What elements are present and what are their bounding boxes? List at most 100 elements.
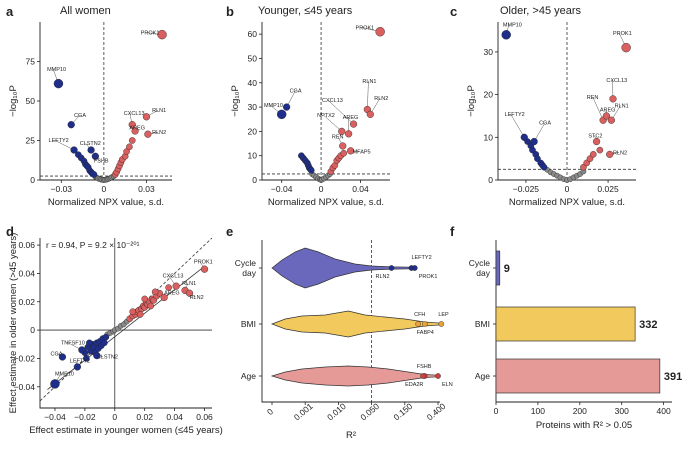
point-mfap5 (347, 147, 355, 155)
x-tick-label: 0.04 (166, 412, 183, 422)
violin-point-label: CFH (414, 312, 425, 318)
violin-point-label: FSHB (417, 364, 432, 370)
point-red (136, 311, 144, 318)
x-tick-label: 0.001 (292, 401, 315, 423)
panel-title: Older, >45 years (500, 5, 582, 17)
panel-a: a All women −0.03 0 0.03 0 25 50 75 Normalized NP… (6, 4, 172, 208)
bar-age (495, 358, 661, 394)
point-blue (540, 163, 548, 171)
x-tick-label: 0.06 (196, 412, 213, 422)
y-tick-label: Age (475, 371, 490, 381)
y-tick-label: Cycle (469, 258, 491, 268)
x-tick-label: 0.050 (358, 401, 381, 423)
y-tick-label: −0.04 (13, 382, 35, 392)
point-label: RLN2 (613, 150, 627, 156)
point-rln2 (606, 150, 614, 158)
x-axis-label: Proteins with R² > 0.05 (536, 420, 632, 431)
y-tick-label: 10 (484, 132, 494, 142)
y-tick-label: day (476, 268, 490, 278)
point-areg (602, 112, 611, 120)
y-tick-label: 10 (248, 151, 258, 161)
axis-frame (39, 238, 212, 409)
x-tick-label: 0.04 (352, 184, 369, 194)
x-tick-label: 0 (319, 184, 324, 194)
x-axis-label: Normalized NPX value, s.d. (509, 197, 625, 208)
axis-frame (39, 22, 172, 181)
y-tick-label: 20 (248, 126, 258, 136)
point-clstn2 (87, 146, 95, 154)
point-lefty2 (520, 133, 528, 141)
y-tick-label: −0.02 (13, 353, 35, 363)
x-axis-label: Normalized NPX value, s.d. (48, 197, 164, 208)
panel-letter: a (6, 4, 14, 19)
point-label: CXCL13 (163, 274, 184, 280)
y-tick-label: 50 (248, 53, 258, 63)
y-tick-label: 75 (26, 57, 36, 67)
point-cxcl13 (609, 95, 617, 103)
x-axis-label: Effect estimate in younger women (≤45 ye… (29, 425, 223, 436)
point-label: MMP10 (47, 67, 66, 73)
y-tick-label: 0.06 (18, 240, 35, 250)
point-blue (83, 355, 90, 362)
x-tick-label: −0.03 (51, 184, 73, 194)
point-label: MMP10 (264, 103, 283, 109)
label-leader (592, 96, 604, 121)
point-label: PROK1 (141, 31, 160, 37)
violin-point (421, 321, 428, 327)
point-red (129, 308, 137, 315)
label-leader (533, 122, 546, 142)
x-tick-label: 200 (573, 406, 587, 416)
y-tick-label: 0 (252, 175, 257, 185)
point-label: RLN2 (374, 96, 388, 102)
panel-letter: e (226, 224, 233, 239)
panel-f: f 0 100 200 300 400 Proteins with R² > 0.05 9 Cy… (450, 224, 682, 431)
identity-line (39, 237, 213, 402)
panel-b: b Younger, ≤45 years −0.04 0 0.04 0 10 20 30 40 50… (226, 4, 390, 208)
point-mmp10 (276, 109, 287, 120)
point-nptx2 (338, 127, 346, 135)
point-cga (283, 103, 291, 111)
point-label: AREG (129, 125, 145, 131)
point-red (596, 146, 604, 154)
x-tick-label: −0.04 (44, 412, 66, 422)
point-label: AREG (164, 291, 180, 297)
violin-point (388, 265, 395, 271)
point-blue (101, 339, 108, 347)
point-lefty2 (70, 146, 78, 154)
y-tick-label: 0.02 (18, 297, 35, 307)
point-label: CGA (50, 352, 62, 358)
point-blue (90, 171, 98, 178)
y-tick-label: 0 (488, 175, 493, 185)
point-label: AREG (343, 115, 359, 121)
y-tick-label: Cycle (235, 258, 257, 268)
point-blue (86, 339, 93, 347)
y-tick-label: 50 (26, 96, 36, 106)
label-leader (327, 100, 354, 125)
y-tick-label: 25 (26, 136, 36, 146)
violin-point-label: ELN (442, 382, 453, 388)
point-label: AREG (600, 108, 616, 114)
point-label: RLN2 (152, 130, 166, 136)
bar-value-label: 9 (504, 263, 510, 275)
point-red (589, 151, 597, 158)
panel-letter: b (226, 4, 234, 19)
point-red (141, 295, 148, 303)
y-tick-label: BMI (475, 319, 490, 329)
violin-point-label: PROK1 (419, 274, 438, 280)
x-axis-label: R² (346, 430, 356, 441)
violin-point (411, 265, 418, 271)
point-mmp10 (50, 379, 60, 389)
point-mmp10 (53, 78, 64, 89)
violin-point (415, 321, 421, 327)
panel-c: c Older, >45 years −0.025 0 0.025 0 10 20 30 Norm… (450, 4, 636, 208)
point-cga (67, 121, 75, 129)
point-red (340, 149, 348, 157)
bar-value-label: 391 (664, 371, 682, 383)
point-label: STC2 (588, 133, 602, 139)
violin-point (438, 321, 445, 327)
x-tick-label: 0.400 (425, 401, 448, 423)
point-label: NPTX2 (317, 113, 335, 119)
x-tick-label: 0 (102, 184, 107, 194)
point-label: CXCL13 (322, 98, 343, 104)
point-label: LEFTY2 (70, 359, 90, 365)
